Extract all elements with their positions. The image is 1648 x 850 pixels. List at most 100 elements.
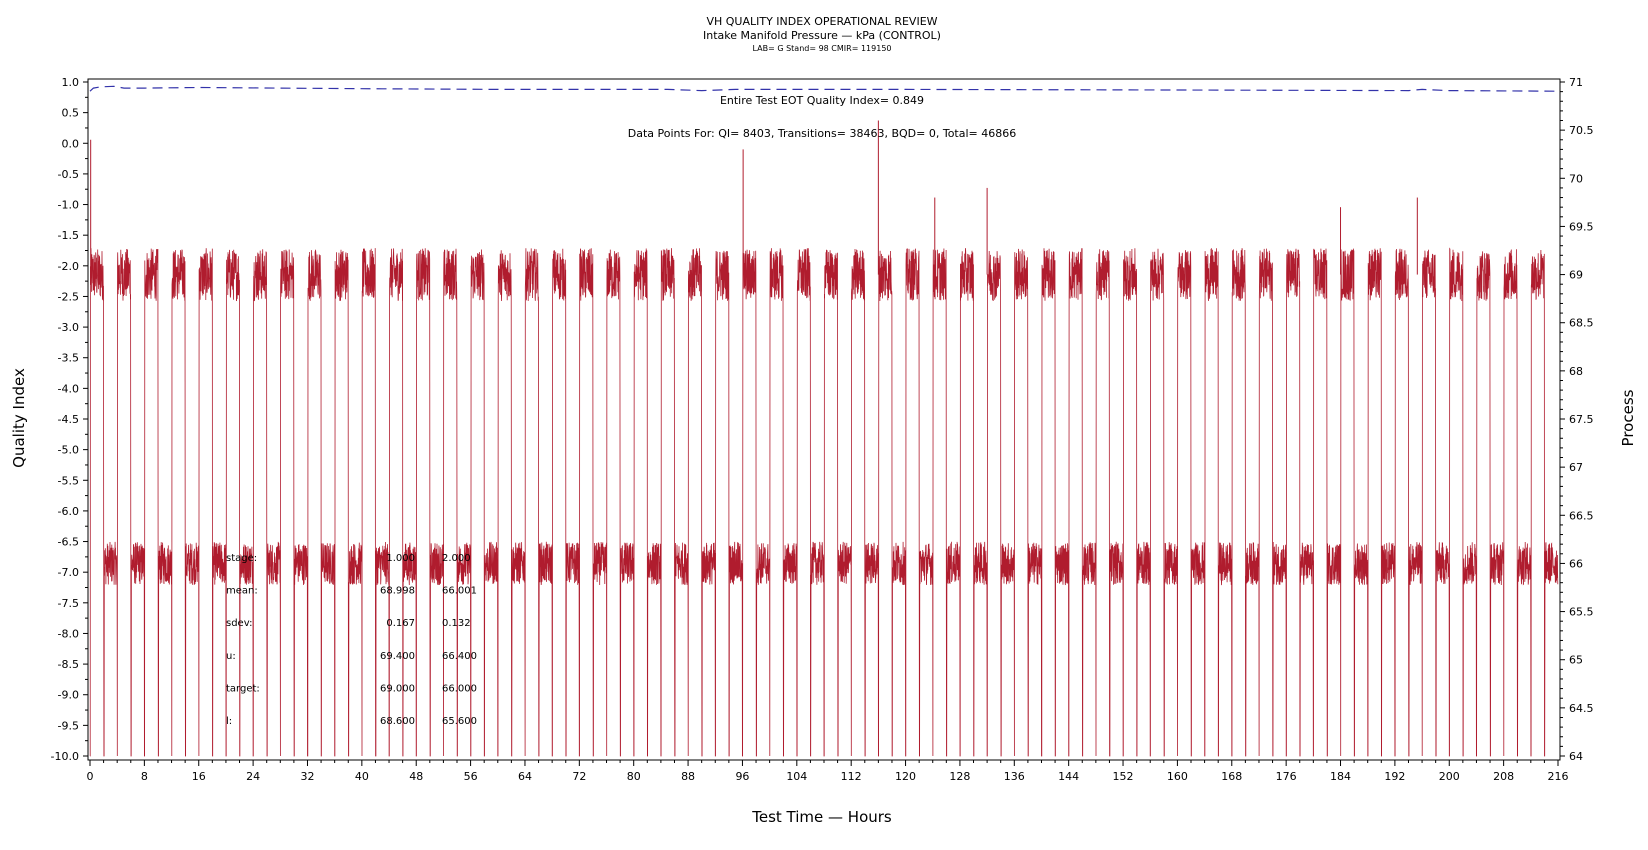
y-left-tick-label: -7.0: [58, 566, 79, 579]
y-right-axis-title: Process: [1619, 389, 1637, 446]
y-right-tick-label: 67: [1569, 461, 1583, 474]
quality-index-series: [89, 85, 1559, 92]
x-tick-label: 128: [949, 770, 970, 783]
left-axis: 1.0 0.5 0.0 -0.5 -1.0 -1.5 -2.0 -2.5 -3.0 -3.5 -4.…: [51, 76, 88, 763]
y-right-tick-label: 67.5: [1569, 413, 1594, 426]
x-tick-label: 216: [1548, 770, 1569, 783]
y-left-tick-label: -8.5: [58, 658, 79, 671]
y-left-tick-label: 1.0: [62, 76, 80, 89]
x-tick-label: 104: [786, 770, 807, 783]
stats-value-stage1: 68.998: [380, 586, 415, 597]
y-left-axis-title: Quality Index: [10, 368, 28, 468]
y-left-tick-label: -9.5: [58, 719, 79, 732]
y-right-tick-label: 71: [1569, 76, 1583, 89]
stats-value-stage1: 0.167: [386, 618, 415, 629]
y-right-tick-label: 66: [1569, 557, 1583, 570]
y-left-tick-label: -3.5: [58, 352, 79, 365]
stats-value-stage1: 68.600: [380, 716, 415, 727]
y-left-tick-label: -0.5: [58, 168, 79, 181]
eot-quality-index-annotation: Entire Test EOT Quality Index= 0.849: [720, 94, 924, 107]
y-left-tick-label: -8.0: [58, 627, 79, 640]
y-right-tick-label: 68.5: [1569, 317, 1594, 330]
stats-label: mean:: [226, 586, 258, 597]
process-line: [89, 247, 1559, 757]
bottom-axis: 0 8 16 24 32 40 48 56 64 72 80 88 96 104 112 120 128 136 1…: [87, 760, 1569, 783]
x-tick-label: 16: [192, 770, 206, 783]
y-left-tick-label: -5.0: [58, 444, 79, 457]
stats-value-stage1: 69.000: [380, 683, 415, 694]
x-tick-label: 168: [1221, 770, 1242, 783]
x-tick-label: 144: [1058, 770, 1079, 783]
chart-title: VH QUALITY INDEX OPERATIONAL REVIEW: [706, 15, 937, 28]
y-left-tick-label: -7.5: [58, 597, 79, 610]
chart-subtitle: Intake Manifold Pressure — kPa (CONTROL): [703, 29, 941, 42]
x-tick-label: 120: [895, 770, 916, 783]
quality-index-line: [89, 85, 1559, 92]
y-right-tick-label: 65.5: [1569, 606, 1594, 619]
y-left-tick-label: -1.5: [58, 229, 79, 242]
y-left-tick-label: -5.5: [58, 474, 79, 487]
y-left-tick-label: 0.5: [62, 107, 80, 120]
x-tick-label: 64: [518, 770, 532, 783]
stats-label: target:: [226, 683, 260, 694]
y-left-tick-label: -6.5: [58, 536, 79, 549]
x-tick-label: 0: [87, 770, 94, 783]
x-tick-label: 200: [1439, 770, 1460, 783]
x-axis-title: Test Time — Hours: [751, 808, 892, 826]
stats-value-stage2: 65.600: [442, 716, 477, 727]
y-right-tick-label: 66.5: [1569, 509, 1594, 522]
stats-value-stage2: 2.000: [442, 553, 471, 564]
chart-subtitle-2: LAB= G Stand= 98 CMIR= 119150: [752, 44, 891, 53]
stats-label: stage:: [226, 553, 257, 564]
y-left-tick-label: -9.0: [58, 689, 79, 702]
x-tick-label: 88: [681, 770, 695, 783]
x-tick-label: 80: [627, 770, 641, 783]
y-left-tick-label: 0.0: [62, 137, 80, 150]
x-tick-label: 136: [1004, 770, 1025, 783]
x-tick-label: 176: [1276, 770, 1297, 783]
x-tick-label: 208: [1493, 770, 1514, 783]
y-right-tick-label: 70.5: [1569, 124, 1594, 137]
y-left-tick-label: -6.0: [58, 505, 79, 518]
y-right-tick-label: 65: [1569, 654, 1583, 667]
stats-value-stage1: 69.400: [380, 651, 415, 662]
x-tick-label: 96: [735, 770, 749, 783]
x-tick-label: 40: [355, 770, 369, 783]
x-tick-label: 8: [141, 770, 148, 783]
y-left-tick-label: -3.0: [58, 321, 79, 334]
y-right-tick-label: 68: [1569, 365, 1583, 378]
x-tick-label: 24: [246, 770, 260, 783]
stats-label: u:: [226, 651, 236, 662]
y-left-tick-label: -2.0: [58, 260, 79, 273]
stats-value-stage2: 66.000: [442, 683, 477, 694]
stats-value-stage2: 66.001: [442, 586, 477, 597]
y-left-tick-label: -4.5: [58, 413, 79, 426]
y-left-tick-label: -4.0: [58, 382, 79, 395]
stats-label: sdev:: [226, 618, 252, 629]
y-left-tick-label: -1.0: [58, 199, 79, 212]
x-tick-label: 192: [1384, 770, 1405, 783]
right-axis: 71 70.5 70 69.5 69 68.5 68 67.5 67 66.5 66 65.5 65 64…: [1560, 76, 1594, 763]
x-tick-label: 56: [464, 770, 478, 783]
x-tick-label: 152: [1113, 770, 1134, 783]
stats-table: stage: 1.000 2.000 mean: 68.998 66.001 sdev: 0.…: [226, 553, 477, 727]
y-left-tick-label: -2.5: [58, 290, 79, 303]
y-right-tick-label: 69: [1569, 269, 1583, 282]
stats-value-stage1: 1.000: [386, 553, 415, 564]
stats-label: l:: [226, 716, 232, 727]
y-right-tick-label: 69.5: [1569, 220, 1594, 233]
y-right-tick-label: 64: [1569, 750, 1583, 763]
x-tick-label: 112: [841, 770, 862, 783]
data-points-annotation: Data Points For: QI= 8403, Transitions= …: [628, 127, 1017, 140]
y-right-tick-label: 64.5: [1569, 702, 1594, 715]
x-tick-label: 184: [1330, 770, 1351, 783]
y-right-tick-label: 70: [1569, 172, 1583, 185]
x-tick-label: 72: [572, 770, 586, 783]
stats-value-stage2: 0.132: [442, 618, 471, 629]
stats-value-stage2: 66.400: [442, 651, 477, 662]
y-left-tick-label: -10.0: [51, 750, 79, 763]
x-tick-label: 48: [409, 770, 423, 783]
x-tick-label: 160: [1167, 770, 1188, 783]
